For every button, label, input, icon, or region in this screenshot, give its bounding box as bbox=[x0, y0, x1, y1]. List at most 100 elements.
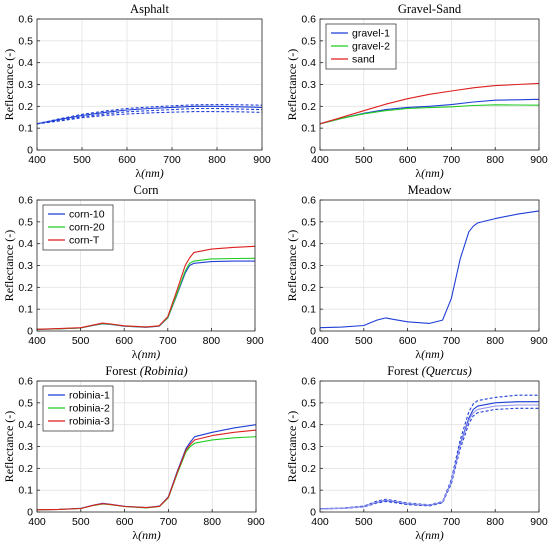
series-line bbox=[319, 407, 539, 510]
series-line bbox=[319, 210, 540, 329]
x-tick-label: 900 bbox=[530, 335, 548, 347]
y-tick-label: 0.2 bbox=[301, 282, 316, 294]
x-tick-label: 700 bbox=[443, 516, 461, 528]
y-tick-label: 0.3 bbox=[301, 79, 316, 91]
y-tick-label: 0.3 bbox=[301, 441, 316, 453]
x-tick-label: 600 bbox=[115, 335, 133, 347]
x-axis-unit: (nm) bbox=[141, 166, 164, 180]
y-tick-label: 0.2 bbox=[18, 282, 33, 294]
x-tick-label: 900 bbox=[530, 516, 548, 528]
x-tick-label: 700 bbox=[160, 516, 178, 528]
series-line bbox=[36, 104, 263, 125]
y-tick-label: 0 bbox=[310, 145, 316, 157]
y-tick-label: 0 bbox=[27, 145, 33, 157]
y-tick-label: 0.2 bbox=[18, 463, 33, 475]
y-tick-label: 0.3 bbox=[18, 260, 33, 272]
x-tick-label: 600 bbox=[399, 516, 417, 528]
y-tick-label: 0.6 bbox=[18, 376, 33, 388]
panel-4: 400 500 600 700 800 900 0 0.1 0.2 0.3 0.4 0.5 0.6 Mea… bbox=[285, 183, 548, 361]
y-tick-label: 0.5 bbox=[18, 216, 33, 228]
y-axis-label: Reflectance (-) bbox=[2, 411, 16, 483]
chart-title: Asphalt bbox=[130, 2, 169, 16]
x-axis-symbol: λ bbox=[415, 347, 421, 361]
x-axis-unit: (nm) bbox=[421, 347, 444, 361]
x-tick-label: 400 bbox=[311, 516, 329, 528]
y-tick-label: 0.1 bbox=[18, 485, 33, 497]
y-tick-label: 0.2 bbox=[18, 101, 33, 113]
chart-title-suffix: (Robinia) bbox=[140, 364, 188, 378]
chart-title: Forest (Robinia) bbox=[105, 364, 187, 378]
y-axis-label: Reflectance (-) bbox=[2, 230, 16, 302]
y-tick-label: 0.4 bbox=[18, 57, 33, 69]
series-line bbox=[36, 105, 263, 125]
x-axis-symbol: λ bbox=[415, 166, 421, 180]
x-axis-label: λ(nm) bbox=[132, 347, 161, 361]
x-axis-label: λ(nm) bbox=[135, 166, 164, 180]
legend-label: corn-10 bbox=[69, 209, 105, 221]
y-tick-label: 0.5 bbox=[18, 35, 33, 47]
y-tick-label: 0.4 bbox=[18, 238, 33, 250]
legend-label: robinia-1 bbox=[69, 390, 110, 402]
series-line bbox=[319, 98, 540, 125]
legend-label: sand bbox=[352, 54, 375, 66]
series-line bbox=[36, 424, 257, 511]
x-axis-label: λ(nm) bbox=[415, 528, 444, 542]
x-tick-label: 600 bbox=[399, 335, 417, 347]
x-tick-label: 400 bbox=[28, 154, 46, 166]
x-axis-unit: (nm) bbox=[138, 347, 161, 361]
y-tick-label: 0.5 bbox=[301, 216, 316, 228]
y-tick-label: 0.4 bbox=[18, 419, 33, 431]
y-axis-label: Reflectance (-) bbox=[285, 49, 299, 121]
chart-title: Gravel-Sand bbox=[398, 2, 462, 16]
x-tick-label: 500 bbox=[355, 335, 373, 347]
x-tick-label: 400 bbox=[28, 335, 46, 347]
panel-6: 400 500 600 700 800 900 0 0.1 0.2 0.3 0.4 0.5 0.6 For… bbox=[285, 364, 548, 542]
y-tick-label: 0.5 bbox=[301, 397, 316, 409]
x-tick-label: 500 bbox=[72, 516, 90, 528]
x-tick-label: 600 bbox=[399, 154, 417, 166]
series-line bbox=[36, 257, 256, 330]
y-axis-label: Reflectance (-) bbox=[2, 49, 16, 121]
panel-3: 400 500 600 700 800 900 0 0.1 0.2 0.3 0.4 0.5 0.6 Cor… bbox=[2, 183, 264, 361]
legend-label: corn-20 bbox=[69, 222, 105, 234]
series-line bbox=[36, 107, 263, 125]
panel-1: 400 500 600 700 800 900 0 0.1 0.2 0.3 0.4 0.5 0.6 Asp… bbox=[2, 2, 271, 180]
y-tick-label: 0.2 bbox=[301, 463, 316, 475]
y-tick-label: 0.6 bbox=[18, 14, 33, 26]
series-line bbox=[36, 111, 263, 125]
x-tick-label: 900 bbox=[253, 154, 271, 166]
x-tick-label: 900 bbox=[246, 335, 264, 347]
x-tick-label: 800 bbox=[486, 516, 504, 528]
x-tick-label: 700 bbox=[443, 335, 461, 347]
x-tick-label: 800 bbox=[208, 154, 226, 166]
y-tick-label: 0 bbox=[310, 507, 316, 519]
legend-label: corn-T bbox=[69, 235, 100, 247]
legend-label: gravel-1 bbox=[352, 28, 390, 40]
x-tick-label: 500 bbox=[73, 154, 91, 166]
series-line bbox=[36, 245, 256, 330]
x-tick-label: 600 bbox=[116, 516, 134, 528]
series-line bbox=[36, 436, 257, 511]
y-tick-label: 0.4 bbox=[301, 57, 316, 69]
series-line bbox=[36, 260, 255, 330]
y-tick-label: 0 bbox=[310, 326, 316, 338]
y-tick-label: 0.2 bbox=[301, 101, 316, 113]
x-tick-label: 900 bbox=[530, 154, 548, 166]
x-tick-label: 500 bbox=[355, 154, 373, 166]
y-tick-label: 0.1 bbox=[301, 123, 316, 135]
x-axis-unit: (nm) bbox=[421, 166, 444, 180]
chart-title: Forest (Quercus) bbox=[387, 364, 472, 378]
y-tick-label: 0.4 bbox=[301, 238, 316, 250]
x-tick-label: 800 bbox=[203, 516, 221, 528]
y-tick-label: 0.6 bbox=[301, 195, 316, 207]
chart-title-suffix: (Quercus) bbox=[422, 364, 472, 378]
series-line bbox=[319, 82, 540, 125]
legend-label: robinia-3 bbox=[69, 416, 110, 428]
x-tick-label: 400 bbox=[28, 516, 46, 528]
x-axis-symbol: λ bbox=[132, 347, 138, 361]
panel-5: 400 500 600 700 800 900 0 0.1 0.2 0.3 0.4 0.5 0.6 For… bbox=[2, 364, 265, 542]
